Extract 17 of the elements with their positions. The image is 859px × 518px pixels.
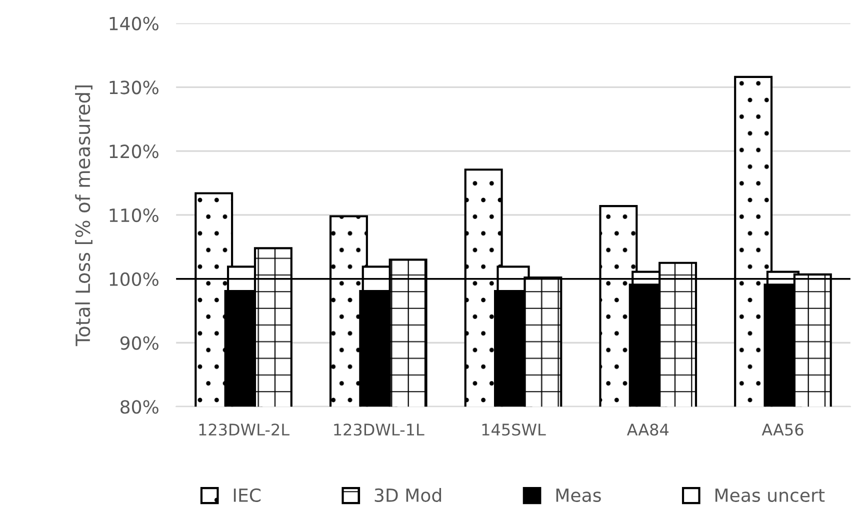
y-axis-title: Total Loss [% of measured] [75, 85, 92, 346]
legend-label: IEC [234, 488, 261, 502]
y-tick-label: 80% [120, 400, 158, 414]
x-tick-label: AA56 [762, 424, 804, 436]
legend-label: 3D Mod [374, 488, 442, 502]
x-tick-label: 123DWL-1L [334, 424, 424, 436]
x-tick-label: AA84 [626, 424, 669, 436]
x-tick-label: 145SWL [482, 424, 546, 436]
x-tick-label: 123DWL-2L [199, 424, 290, 436]
legend-label: Meas uncert [715, 488, 825, 502]
y-tick-label: 110% [110, 208, 158, 222]
legend-label: Meas [556, 488, 601, 502]
y-tick-label: 100% [110, 272, 158, 286]
y-tick-label: 90% [120, 336, 158, 350]
y-tick-label: 130% [110, 80, 158, 94]
y-tick-label: 140% [110, 16, 158, 30]
y-tick-label: 120% [110, 144, 158, 158]
